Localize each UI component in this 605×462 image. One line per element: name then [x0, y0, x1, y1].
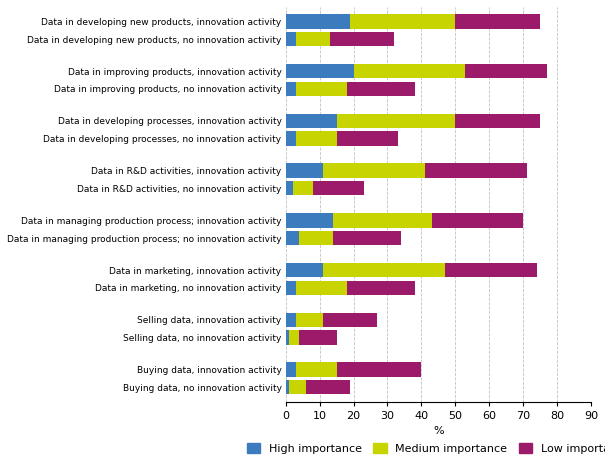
Bar: [296, 362, 336, 377]
Bar: [286, 164, 323, 178]
Bar: [465, 64, 547, 79]
Bar: [293, 181, 313, 195]
Bar: [286, 213, 333, 228]
Bar: [333, 213, 431, 228]
Bar: [286, 114, 336, 128]
Bar: [286, 64, 353, 79]
Bar: [286, 32, 296, 46]
Bar: [353, 64, 465, 79]
Bar: [286, 131, 296, 146]
Bar: [299, 231, 333, 245]
Bar: [347, 82, 414, 96]
Bar: [299, 330, 336, 345]
Bar: [336, 131, 397, 146]
Bar: [296, 32, 330, 46]
Bar: [323, 164, 425, 178]
Bar: [286, 313, 296, 327]
Bar: [296, 280, 347, 295]
Bar: [286, 82, 296, 96]
Bar: [333, 231, 401, 245]
Bar: [425, 164, 526, 178]
Bar: [313, 181, 364, 195]
Bar: [286, 231, 299, 245]
Bar: [286, 280, 296, 295]
Legend: High importance, Medium importance, Low importance: High importance, Medium importance, Low …: [243, 439, 605, 458]
Bar: [286, 362, 296, 377]
Bar: [296, 313, 323, 327]
Bar: [286, 380, 289, 395]
Bar: [306, 380, 350, 395]
X-axis label: %: %: [433, 426, 443, 436]
Bar: [296, 131, 336, 146]
Bar: [286, 330, 289, 345]
Bar: [456, 14, 540, 29]
Bar: [323, 313, 378, 327]
Bar: [286, 181, 293, 195]
Bar: [347, 280, 414, 295]
Bar: [431, 213, 523, 228]
Bar: [323, 263, 445, 277]
Bar: [286, 263, 323, 277]
Bar: [350, 14, 456, 29]
Bar: [456, 114, 540, 128]
Bar: [286, 14, 350, 29]
Bar: [336, 362, 422, 377]
Bar: [296, 82, 347, 96]
Bar: [289, 330, 299, 345]
Bar: [445, 263, 537, 277]
Bar: [336, 114, 456, 128]
Bar: [289, 380, 306, 395]
Bar: [330, 32, 394, 46]
